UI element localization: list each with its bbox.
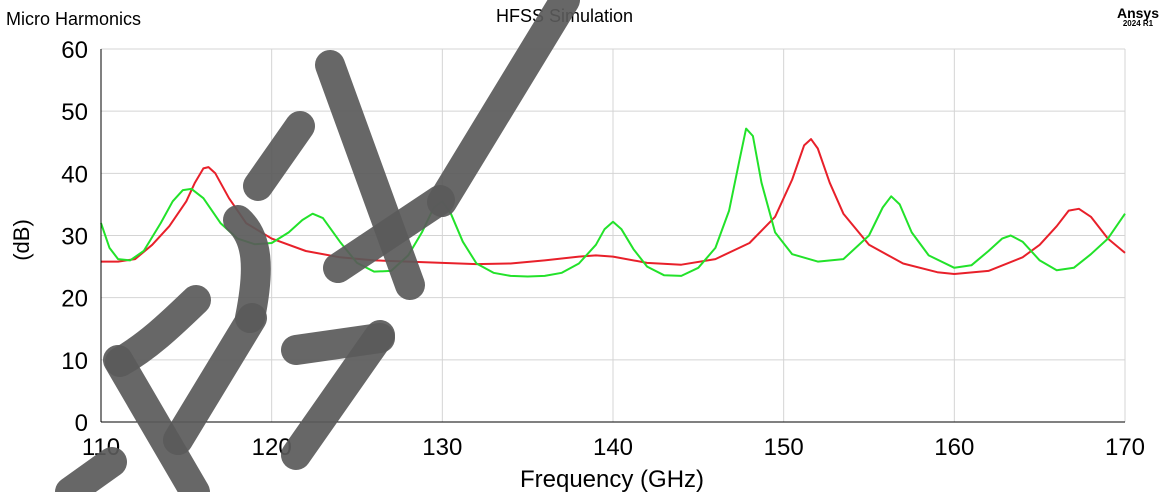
x-tick-label: 150	[764, 434, 804, 461]
x-tick-label: 170	[1105, 434, 1145, 461]
x-axis-label: Frequency (GHz)	[520, 466, 704, 492]
watermark-stroke	[323, 185, 455, 283]
y-tick-label: 0	[75, 410, 88, 437]
watermark-stroke	[427, 0, 580, 217]
watermark-stroke	[243, 111, 315, 201]
watermark-stroke	[103, 345, 210, 492]
watermark-stroke	[315, 50, 425, 300]
y-axis-label: (dB)	[9, 219, 34, 261]
x-tick-label: 140	[593, 434, 633, 461]
watermark	[55, 0, 580, 492]
x-tick-label: 160	[934, 434, 974, 461]
x-tick-label: 130	[422, 434, 462, 461]
brand-name: Ansys	[1116, 5, 1159, 21]
watermark-stroke	[281, 323, 395, 365]
y-tick-label: 30	[61, 224, 88, 251]
watermark-stroke	[223, 205, 271, 333]
watermark-stroke	[105, 285, 211, 377]
series-line-1	[101, 138, 1126, 275]
watermark-stroke	[163, 303, 267, 455]
brand-logo: Ansys 2024 R1	[1117, 6, 1159, 28]
y-tick-label: 10	[61, 348, 88, 375]
y-tick-label: 60	[61, 37, 88, 64]
watermark-stroke	[55, 447, 127, 492]
company-name: Micro Harmonics	[6, 9, 142, 29]
y-tick-label: 50	[61, 99, 88, 126]
y-tick-label: 20	[61, 286, 88, 313]
brand-version: 2024 R1	[1122, 19, 1154, 28]
y-tick-label: 40	[61, 161, 88, 188]
